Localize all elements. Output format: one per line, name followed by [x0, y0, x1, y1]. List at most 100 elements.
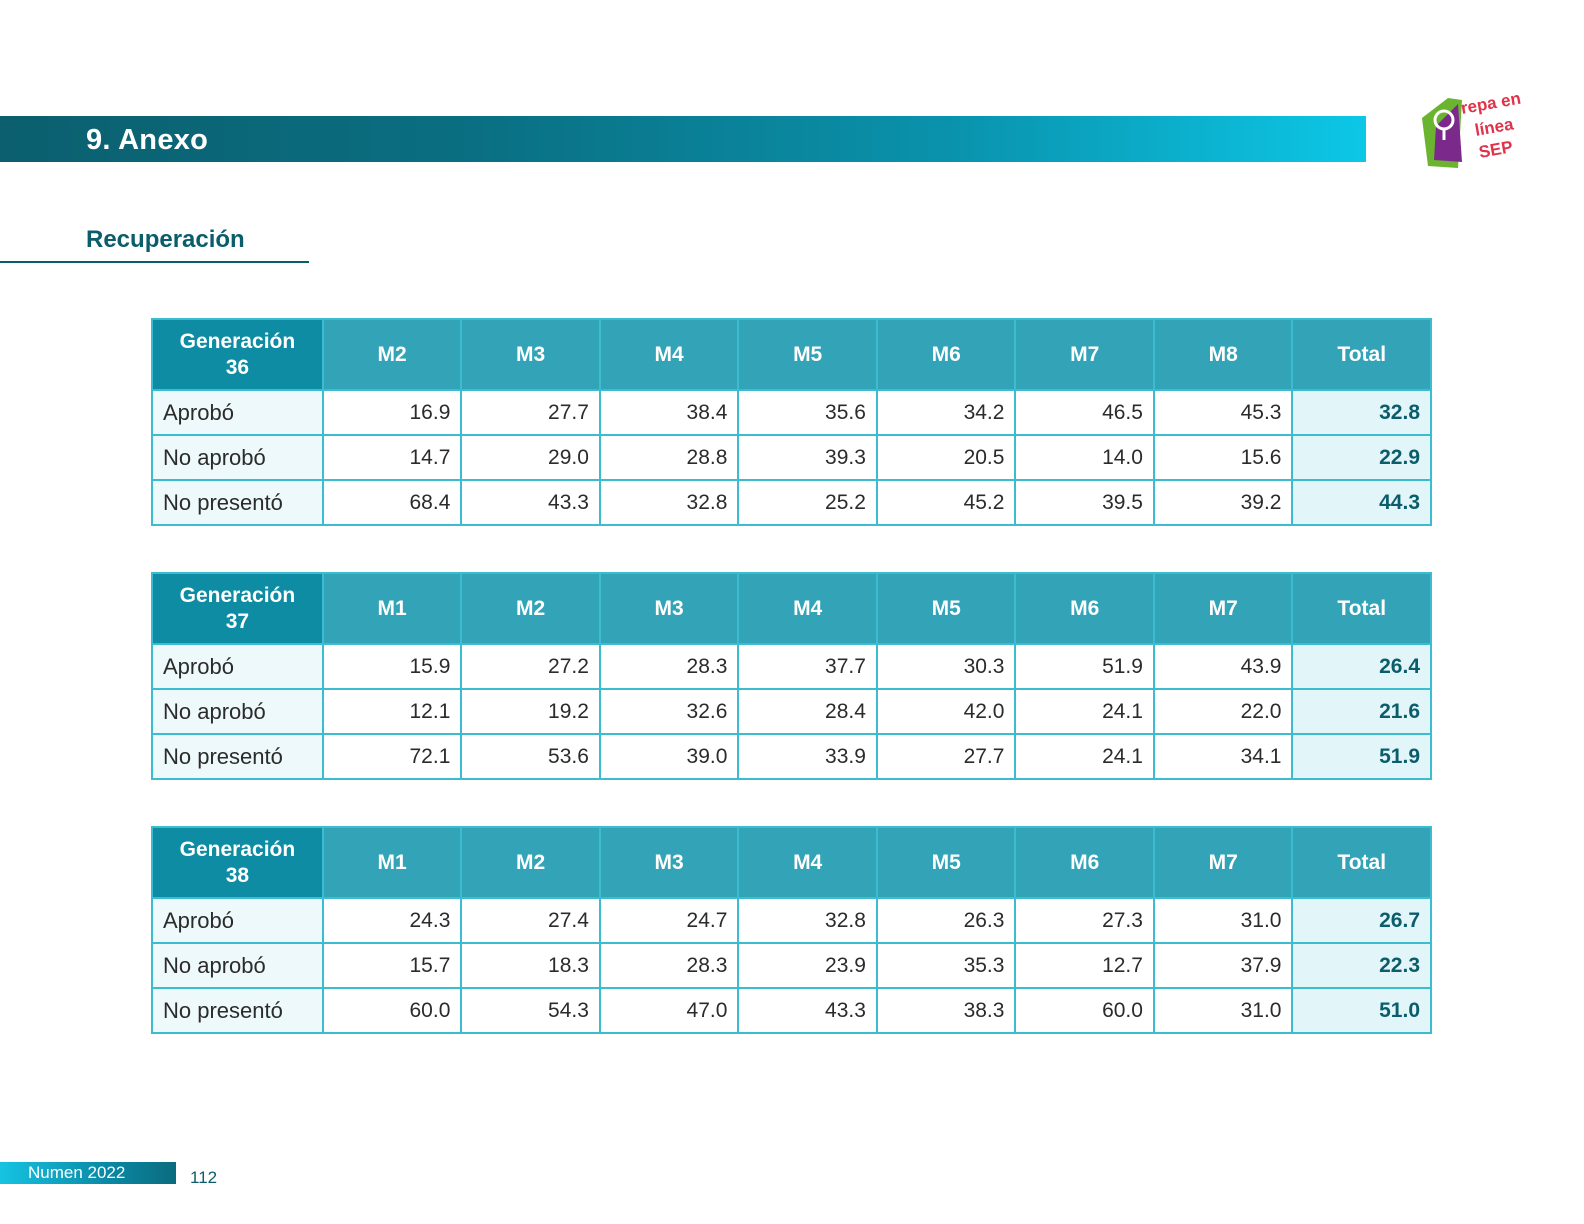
generation-table: Generación 38 M1 M2 M3 M4 M5 M6 M7 Total Aprobó 24.…	[151, 826, 1432, 1034]
table-cell: 20.5	[875, 434, 1017, 481]
table-cell: 43.9	[1152, 643, 1294, 690]
table-cell: 28.4	[737, 688, 878, 735]
table-cell: 37.7	[737, 643, 878, 690]
generation-header: Generación 37	[151, 572, 324, 645]
table-cell: 54.3	[460, 987, 601, 1034]
table-cell: 24.3	[321, 897, 463, 944]
row-label: Aprobó	[151, 643, 324, 690]
table-cell: 24.1	[1014, 733, 1155, 780]
table-cell: 24.1	[1014, 688, 1155, 735]
table-row: No presentó 72.1 53.6 39.0 33.9 27.7 24.1 34.1 5…	[151, 733, 1432, 780]
column-header: M5	[875, 572, 1017, 645]
table-cell: 28.3	[598, 643, 740, 690]
table-cell: 35.3	[875, 942, 1017, 989]
table-cell: 34.2	[875, 389, 1017, 436]
table-cell: 14.7	[321, 434, 463, 481]
total-cell: 44.3	[1291, 479, 1432, 526]
table-cell: 19.2	[460, 688, 601, 735]
total-cell: 21.6	[1291, 688, 1432, 735]
table-cell: 32.8	[737, 897, 878, 944]
table-row: No aprobó 12.1 19.2 32.6 28.4 42.0 24.1 22.0 21.…	[151, 688, 1432, 735]
column-header: Total	[1291, 572, 1432, 645]
section-title: Recuperación	[86, 226, 245, 253]
table-cell: 31.0	[1152, 987, 1294, 1034]
total-cell: 51.0	[1291, 987, 1432, 1034]
table-row: No aprobó 14.7 29.0 28.8 39.3 20.5 14.0 15.6 22.…	[151, 434, 1432, 481]
footer-bar	[0, 1162, 176, 1184]
table-cell: 68.4	[321, 479, 463, 526]
table-cell: 27.3	[1014, 897, 1155, 944]
column-header: M3	[598, 826, 740, 899]
table-cell: 28.8	[598, 434, 740, 481]
column-header: M4	[737, 572, 878, 645]
column-header: M2	[321, 318, 463, 391]
footer-publication: Numen 2022	[28, 1163, 126, 1182]
column-header: M6	[1014, 826, 1155, 899]
column-header: M1	[321, 572, 463, 645]
table-cell: 39.3	[737, 434, 878, 481]
table-cell: 15.9	[321, 643, 463, 690]
table-row: Aprobó 24.3 27.4 24.7 32.8 26.3 27.3 31.0 26.7	[151, 897, 1432, 944]
total-cell: 26.7	[1291, 897, 1432, 944]
generation-header: Generación 36	[151, 318, 324, 391]
table-row: No presentó 68.4 43.3 32.8 25.2 45.2 39.5 39.2 4…	[151, 479, 1432, 526]
table-cell: 27.4	[460, 897, 601, 944]
row-label: No presentó	[151, 987, 324, 1034]
table-cell: 23.9	[737, 942, 878, 989]
column-header: M7	[1014, 318, 1155, 391]
table-cell: 43.3	[737, 987, 878, 1034]
table-cell: 29.0	[460, 434, 601, 481]
table-cell: 26.3	[875, 897, 1017, 944]
table-cell: 25.2	[737, 479, 878, 526]
table-cell: 37.9	[1152, 942, 1294, 989]
column-header: Total	[1291, 318, 1432, 391]
generation-table: Generación 37 M1 M2 M3 M4 M5 M6 M7 Total Aprobó 15.…	[151, 572, 1432, 780]
table-cell: 22.0	[1152, 688, 1294, 735]
table-cell: 60.0	[321, 987, 463, 1034]
column-header: M7	[1152, 826, 1294, 899]
total-cell: 32.8	[1291, 389, 1432, 436]
table-cell: 34.1	[1152, 733, 1294, 780]
generation-header-line: 36	[225, 355, 250, 379]
table-cell: 32.6	[598, 688, 740, 735]
table-cell: 42.0	[875, 688, 1017, 735]
prepa-en-linea-sep-logo: repa en línea SEP	[1422, 92, 1522, 168]
table-cell: 43.3	[460, 479, 601, 526]
row-label: No presentó	[151, 479, 324, 526]
generation-header-line: 37	[225, 609, 250, 633]
row-label: Aprobó	[151, 389, 324, 436]
table-cell: 14.0	[1014, 434, 1155, 481]
table-row: No aprobó 15.7 18.3 28.3 23.9 35.3 12.7 37.9 22.…	[151, 942, 1432, 989]
table-cell: 27.2	[460, 643, 601, 690]
table-row: Aprobó 15.9 27.2 28.3 37.7 30.3 51.9 43.9 26.4	[151, 643, 1432, 690]
page-title: 9. Anexo	[86, 124, 209, 156]
table-cell: 39.5	[1014, 479, 1155, 526]
svg-text:repa en: repa en	[1459, 92, 1522, 118]
table-header-row: Generación 37 M1 M2 M3 M4 M5 M6 M7 Total	[151, 572, 1432, 645]
table-cell: 27.7	[875, 733, 1017, 780]
table-cell: 60.0	[1014, 987, 1155, 1034]
table-cell: 47.0	[598, 987, 740, 1034]
table-header-row: Generación 38 M1 M2 M3 M4 M5 M6 M7 Total	[151, 826, 1432, 899]
svg-text:SEP: SEP	[1477, 137, 1514, 162]
svg-text:línea: línea	[1473, 114, 1515, 140]
total-cell: 51.9	[1291, 733, 1432, 780]
page-number: 112	[190, 1168, 218, 1187]
column-header: M3	[598, 572, 740, 645]
table-row: Aprobó 16.9 27.7 38.4 35.6 34.2 46.5 45.3 32.8	[151, 389, 1432, 436]
column-header: M2	[460, 572, 601, 645]
row-label: No aprobó	[151, 434, 324, 481]
generation-header-line: 38	[225, 863, 250, 887]
table-cell: 27.7	[460, 389, 601, 436]
table-cell: 16.9	[321, 389, 463, 436]
recovery-tables: Generación 36 M2 M3 M4 M5 M6 M7 M8 Total Aprobó 16.…	[151, 318, 1432, 1080]
total-cell: 22.9	[1291, 434, 1432, 481]
table-cell: 18.3	[460, 942, 601, 989]
column-header: M6	[1014, 572, 1155, 645]
table-header-row: Generación 36 M2 M3 M4 M5 M6 M7 M8 Total	[151, 318, 1432, 391]
total-cell: 26.4	[1291, 643, 1432, 690]
total-cell: 22.3	[1291, 942, 1432, 989]
table-cell: 39.0	[598, 733, 740, 780]
table-cell: 30.3	[875, 643, 1017, 690]
column-header: M2	[460, 826, 601, 899]
